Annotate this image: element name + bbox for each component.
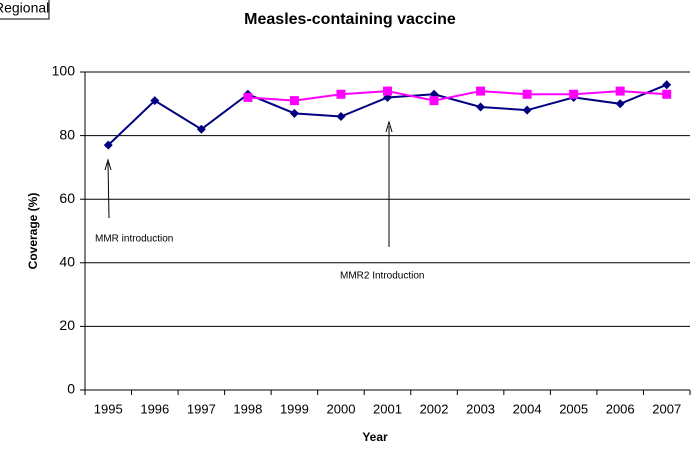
y-tick-label: 100: [52, 63, 76, 79]
marker: [476, 86, 486, 96]
marker: [383, 86, 392, 96]
marker: [662, 89, 672, 99]
marker: [336, 89, 346, 99]
x-tick-label: 1995: [94, 401, 123, 416]
marker: [103, 140, 113, 150]
x-tick-label: 2000: [327, 401, 356, 416]
marker: [289, 108, 299, 118]
x-tick-label: 2005: [559, 401, 588, 416]
marker: [522, 105, 532, 115]
chart-title: Measles-containing vaccine: [244, 11, 456, 28]
annotation: MMR2 Introduction: [340, 271, 424, 282]
badge-box: [0, 0, 50, 20]
marker: [476, 102, 486, 112]
marker: [289, 96, 299, 106]
y-tick-label: 60: [59, 190, 75, 206]
y-tick-label: 80: [59, 126, 75, 142]
marker: [196, 124, 206, 134]
marker: [615, 99, 625, 109]
x-tick-label: 2006: [606, 401, 635, 416]
arrow-head: [385, 120, 393, 133]
badge: Regional: [0, 0, 49, 16]
x-tick-label: 2004: [513, 401, 542, 416]
x-tick-label: 2002: [420, 401, 449, 416]
x-tick-label: 2001: [373, 401, 402, 416]
x-tick-label: 2007: [652, 401, 681, 416]
y-tick-label: 20: [59, 317, 75, 333]
y-tick-label: 40: [59, 254, 75, 270]
marker: [522, 89, 532, 99]
marker: [243, 92, 253, 102]
x-tick-label: 1998: [233, 401, 262, 416]
x-tick-label: 1999: [280, 401, 309, 416]
x-axis-label: Year: [362, 430, 388, 444]
x-tick-label: 1997: [187, 401, 216, 416]
arrow: [107, 162, 110, 219]
arrow-head: [104, 158, 112, 171]
y-tick-label: 0: [67, 381, 75, 397]
annotation-arrows: [104, 120, 393, 247]
marker: [615, 86, 625, 96]
marker: [429, 96, 439, 106]
marker: [150, 96, 160, 106]
x-tick-label: 1996: [140, 401, 169, 416]
series-line: [247, 90, 667, 102]
y-axis-label: Coverage (%): [26, 193, 40, 270]
marker: [336, 112, 346, 122]
annotation: MMR introduction: [95, 234, 173, 245]
marker: [569, 89, 579, 99]
x-tick-label: 2003: [466, 401, 495, 416]
marker: [662, 80, 672, 90]
